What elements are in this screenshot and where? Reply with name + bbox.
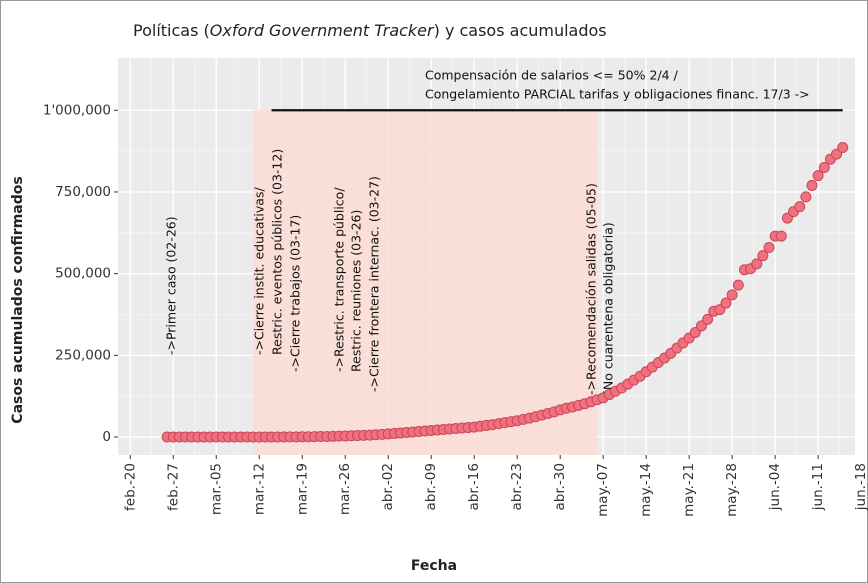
- x-tick-label: abr.-23: [509, 463, 525, 511]
- data-point: [720, 297, 732, 309]
- policy-annotation: ->Cierre frontera internac. (03-27): [367, 176, 382, 392]
- y-tick-label: 500,000: [55, 266, 111, 282]
- x-axis-label: Fecha: [411, 558, 457, 574]
- policy-annotation: Restric. eventos públicos (03-12): [270, 149, 285, 355]
- data-point: [806, 179, 818, 191]
- x-tick-label: jun.-18: [853, 463, 868, 511]
- data-point: [775, 230, 787, 242]
- policy-annotation: Restric. reuniones (03-26): [349, 210, 364, 372]
- data-point: [812, 170, 824, 182]
- y-tick-label: 0: [102, 429, 111, 445]
- x-tick-label: may.-21: [681, 463, 697, 517]
- x-tick-label: feb.-27: [165, 463, 181, 511]
- title-part: Oxford Government Tracker: [210, 21, 435, 40]
- policy-note: Compensación de salarios <= 50% 2/4 /: [425, 68, 679, 83]
- data-point: [794, 201, 806, 213]
- policy-note: Congelamiento PARCIAL tarifas y obligaci…: [425, 87, 810, 102]
- x-tick-label: may.-14: [638, 463, 654, 517]
- policy-annotation: ->Cierre trabajos (03-17): [288, 215, 303, 372]
- x-tick-label: may.-28: [724, 463, 740, 517]
- data-point: [837, 142, 849, 154]
- x-tick-label: abr.-16: [466, 463, 482, 511]
- data-point: [818, 161, 830, 173]
- policy-period: [253, 109, 598, 455]
- policy-annotation: ->Cierre instit. educativas/: [252, 187, 267, 355]
- x-tick-label: mar.-26: [337, 463, 353, 515]
- data-point: [763, 242, 775, 254]
- x-tick-label: mar.-05: [208, 463, 224, 515]
- y-tick-label: 750,000: [55, 184, 111, 200]
- data-point: [702, 313, 714, 325]
- x-tick-label: abr.-09: [423, 463, 439, 511]
- y-tick-label: 1'000,000: [43, 102, 111, 118]
- x-tick-label: abr.-02: [380, 463, 396, 511]
- data-point: [751, 258, 763, 270]
- x-tick-label: abr.-30: [552, 463, 568, 511]
- x-tick-label: jun.-04: [767, 463, 783, 511]
- y-axis-label: Casos acumulados confirmados: [10, 176, 26, 423]
- title-part: ) y casos acumulados: [434, 21, 607, 40]
- x-tick-label: jun.-11: [810, 463, 826, 511]
- data-point: [800, 191, 812, 203]
- title-part: Políticas (: [133, 21, 210, 40]
- policy-annotation: (No cuarentena obligatoria): [601, 222, 616, 395]
- x-tick-label: may.-07: [595, 463, 611, 517]
- policy-annotation: ->Restric. transporte público/: [332, 187, 347, 372]
- data-point: [757, 250, 769, 262]
- policy-annotation: ->Recomendación salidas (05-05): [584, 183, 599, 395]
- x-tick-label: feb.-20: [122, 463, 138, 511]
- data-point: [732, 279, 744, 291]
- data-point: [726, 289, 738, 301]
- x-tick-label: mar.-12: [251, 463, 267, 515]
- y-tick-label: 250,000: [55, 347, 111, 363]
- chart-title: Políticas (Oxford Government Tracker) y …: [133, 21, 607, 40]
- policy-annotation: ->Primer caso (02-26): [164, 216, 179, 355]
- x-tick-label: mar.-19: [294, 463, 310, 515]
